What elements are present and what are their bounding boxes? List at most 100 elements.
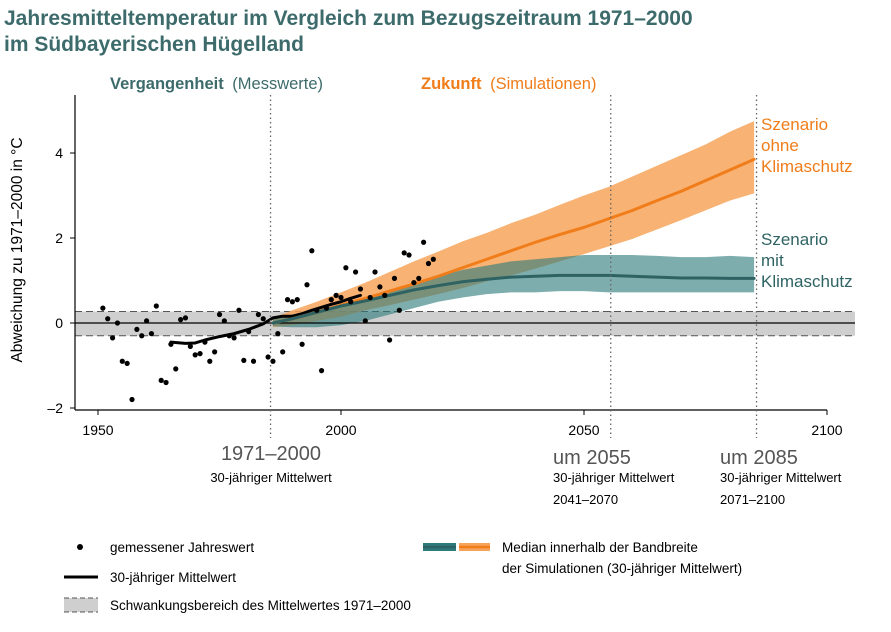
annual-point — [362, 318, 368, 324]
legend-band-label: Schwankungsbereich des Mittelwertes 1971… — [110, 598, 411, 613]
scenario-with-protection-line-2: mit — [761, 251, 784, 270]
annual-point — [109, 335, 116, 341]
period-label-2085: um 2085 30-jähriger Mittelwert 2071–2100 — [720, 447, 842, 507]
annual-point — [216, 311, 223, 318]
period-label-big: um 2055 — [553, 447, 631, 469]
annual-point — [250, 358, 257, 364]
annual-point — [182, 315, 189, 321]
reference-band — [75, 311, 855, 336]
annual-point — [314, 307, 320, 313]
annual-point — [406, 252, 412, 258]
annual-point — [270, 358, 276, 364]
annual-point — [187, 343, 193, 349]
annual-point — [144, 318, 150, 324]
annual-point — [425, 260, 432, 267]
annual-point — [207, 358, 213, 364]
annual-point — [357, 286, 364, 292]
annual-point — [124, 360, 130, 366]
annual-point — [163, 379, 169, 386]
annual-points-layer — [100, 239, 436, 403]
annual-point — [246, 328, 252, 335]
legend-band-swatch — [64, 598, 98, 612]
annual-point — [343, 265, 349, 271]
annual-point — [119, 358, 125, 364]
annual-point — [173, 366, 179, 372]
y-tick-label: 2 — [55, 230, 63, 246]
period-label-sub: 30-jähriger Mittelwert — [210, 470, 332, 485]
scenario-no-protection-line-1: Szenario — [761, 115, 828, 134]
legend-points-label: gemessener Jahreswert — [110, 540, 254, 555]
annual-point — [338, 294, 344, 301]
chart-title: Jahresmitteltemperatur im Vergleich zum … — [4, 6, 693, 58]
period-label-1971-2000: 1971–2000 30-jähriger Mittelwert — [210, 443, 332, 485]
annual-point — [411, 280, 417, 286]
annual-point — [382, 292, 388, 298]
annual-point — [231, 335, 237, 341]
annual-point — [260, 316, 266, 322]
past-header-bold: Vergangenheit — [110, 75, 224, 93]
annual-point — [318, 368, 325, 374]
scenario-no-protection-line-2: ohne — [761, 136, 799, 155]
period-label-range: 2041–2070 — [553, 492, 618, 507]
period-label-big: um 2085 — [720, 447, 798, 469]
annual-point — [168, 341, 174, 347]
scenario-with-protection-label: Szenario mit Klimaschutz — [761, 230, 853, 291]
annual-point — [100, 305, 106, 311]
annual-point — [202, 339, 208, 345]
annual-point — [134, 326, 140, 332]
annual-point — [348, 299, 354, 305]
band-with-protection — [272, 255, 755, 328]
period-label-range: 2071–2100 — [720, 492, 785, 507]
legend-median-label-1: Median innerhalb der Bandbreite — [502, 540, 698, 555]
annual-point — [309, 248, 315, 254]
annual-point — [299, 341, 305, 347]
annual-point — [236, 307, 242, 313]
annual-point — [265, 354, 271, 360]
annual-point — [396, 307, 402, 313]
annual-point — [352, 269, 359, 275]
legend: gemessener Jahreswert 30-jähriger Mittel… — [64, 540, 742, 613]
period-label-sub: 30-jähriger Mittelwert — [553, 470, 675, 485]
scenario-with-protection-line-3: Klimaschutz — [761, 272, 853, 291]
annual-point — [280, 349, 286, 355]
band-no-protection — [272, 121, 755, 328]
annual-point — [372, 269, 378, 275]
simulation-bands-layer — [272, 121, 755, 328]
annual-point — [114, 320, 121, 326]
annual-point — [416, 275, 422, 281]
annual-point — [241, 357, 247, 363]
future-header: Zukunft (Simulationen) — [421, 75, 596, 93]
axes-layer: –2 0 2 4 1950 2000 2050 2100 — [47, 95, 843, 438]
annual-point — [212, 349, 218, 355]
y-tick-label: 4 — [55, 145, 63, 161]
annual-point — [139, 333, 145, 339]
period-label-big: 1971–2000 — [221, 443, 321, 465]
annual-point — [226, 333, 232, 339]
annual-point — [323, 305, 330, 311]
annual-point — [430, 256, 436, 262]
annual-point — [221, 318, 227, 324]
y-tick-label: 0 — [55, 315, 63, 331]
title-line-2: im Südbayerischen Hügelland — [4, 33, 304, 56]
annual-point — [294, 297, 300, 303]
scenario-no-protection-label: Szenario ohne Klimaschutz — [761, 115, 853, 176]
annual-point — [275, 331, 281, 337]
annual-point — [367, 294, 373, 301]
period-label-2055: um 2055 30-jähriger Mittelwert 2041–2070 — [553, 447, 675, 507]
y-axis-label: Abweichung zu 1971–2000 in °C — [9, 137, 26, 362]
annual-point — [387, 337, 393, 343]
x-tick-label: 2050 — [568, 422, 599, 438]
y-tick-label: –2 — [47, 400, 63, 416]
legend-mean-label: 30-jähriger Mittelwert — [110, 570, 236, 585]
annual-point — [289, 299, 295, 305]
scenario-no-protection-line-3: Klimaschutz — [761, 157, 853, 176]
annual-point — [401, 250, 407, 256]
past-header: Vergangenheit (Messwerte) — [110, 75, 323, 93]
title-line-1: Jahresmitteltemperatur im Vergleich zum … — [4, 7, 693, 30]
scenario-with-protection-line-1: Szenario — [761, 230, 828, 249]
annual-point — [328, 297, 334, 303]
annual-point — [391, 275, 398, 281]
annual-point — [153, 303, 159, 309]
annual-point — [158, 377, 164, 383]
